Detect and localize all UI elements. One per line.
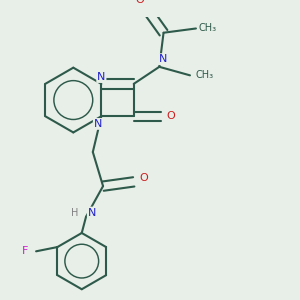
Text: N: N	[158, 54, 167, 64]
Text: CH₃: CH₃	[195, 70, 214, 80]
Text: O: O	[167, 111, 176, 121]
Text: N: N	[88, 208, 96, 218]
Text: N: N	[94, 119, 102, 129]
Text: H: H	[71, 208, 79, 218]
Text: O: O	[140, 173, 148, 184]
Text: O: O	[135, 0, 144, 5]
Text: N: N	[97, 72, 106, 82]
Text: F: F	[22, 246, 28, 256]
Text: CH₃: CH₃	[199, 23, 217, 34]
